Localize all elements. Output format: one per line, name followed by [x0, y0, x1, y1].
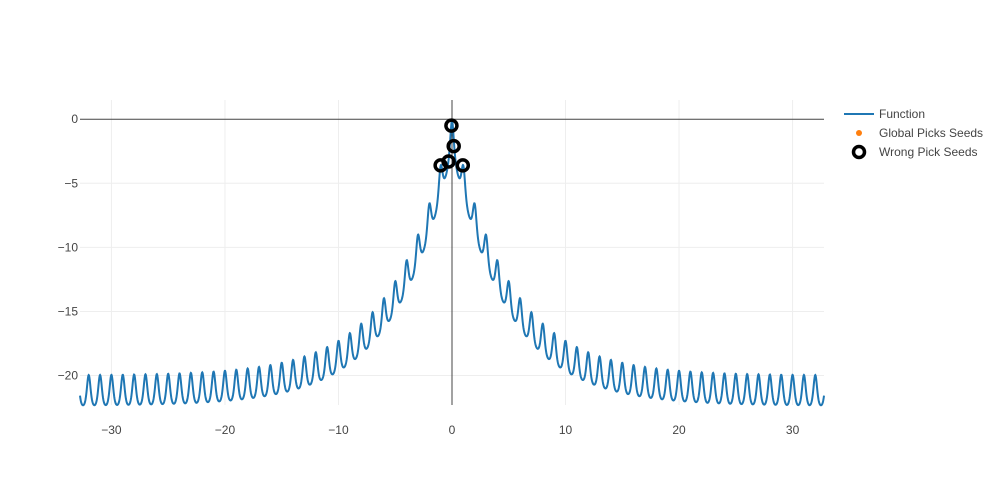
wrong-pick-seed-marker: [446, 138, 461, 154]
x-tick-label: 30: [786, 423, 800, 437]
x-axis-ticks: −30 −20 −10 0 10 20 30: [101, 423, 799, 437]
y-tick-label: −20: [58, 369, 79, 383]
legend-item[interactable]: Function: [844, 107, 925, 121]
y-tick-label: −5: [64, 176, 78, 190]
x-tick-label: 20: [672, 423, 686, 437]
legend-dot-swatch: [856, 130, 862, 136]
legend: Function Global Picks Seeds Wrong Pick See…: [844, 107, 983, 160]
y-tick-label: −15: [58, 304, 79, 318]
y-tick-label: −10: [58, 240, 79, 254]
legend-open-circle-swatch: [851, 144, 867, 160]
y-tick-label: 0: [71, 112, 78, 126]
x-tick-label: −10: [328, 423, 349, 437]
x-tick-label: −20: [215, 423, 236, 437]
wrong-pick-seed-marker: [433, 158, 448, 173]
wrong-pick-seed-marker: [444, 118, 459, 133]
legend-label: Wrong Pick Seeds: [879, 145, 978, 159]
legend-item[interactable]: Global Picks Seeds: [856, 126, 983, 140]
seed-markers: [433, 118, 471, 173]
y-axis-ticks: 0 −5 −10 −15 −20: [58, 112, 79, 382]
legend-item[interactable]: Wrong Pick Seeds: [851, 144, 978, 160]
legend-label: Global Picks Seeds: [879, 126, 983, 140]
x-tick-label: −30: [101, 423, 122, 437]
plot-area: [79, 118, 825, 407]
x-tick-label: 0: [449, 423, 456, 437]
zero-lines: [80, 100, 824, 405]
x-tick-label: 10: [559, 423, 573, 437]
legend-label: Function: [879, 107, 925, 121]
wrong-pick-seed-marker: [455, 158, 471, 173]
